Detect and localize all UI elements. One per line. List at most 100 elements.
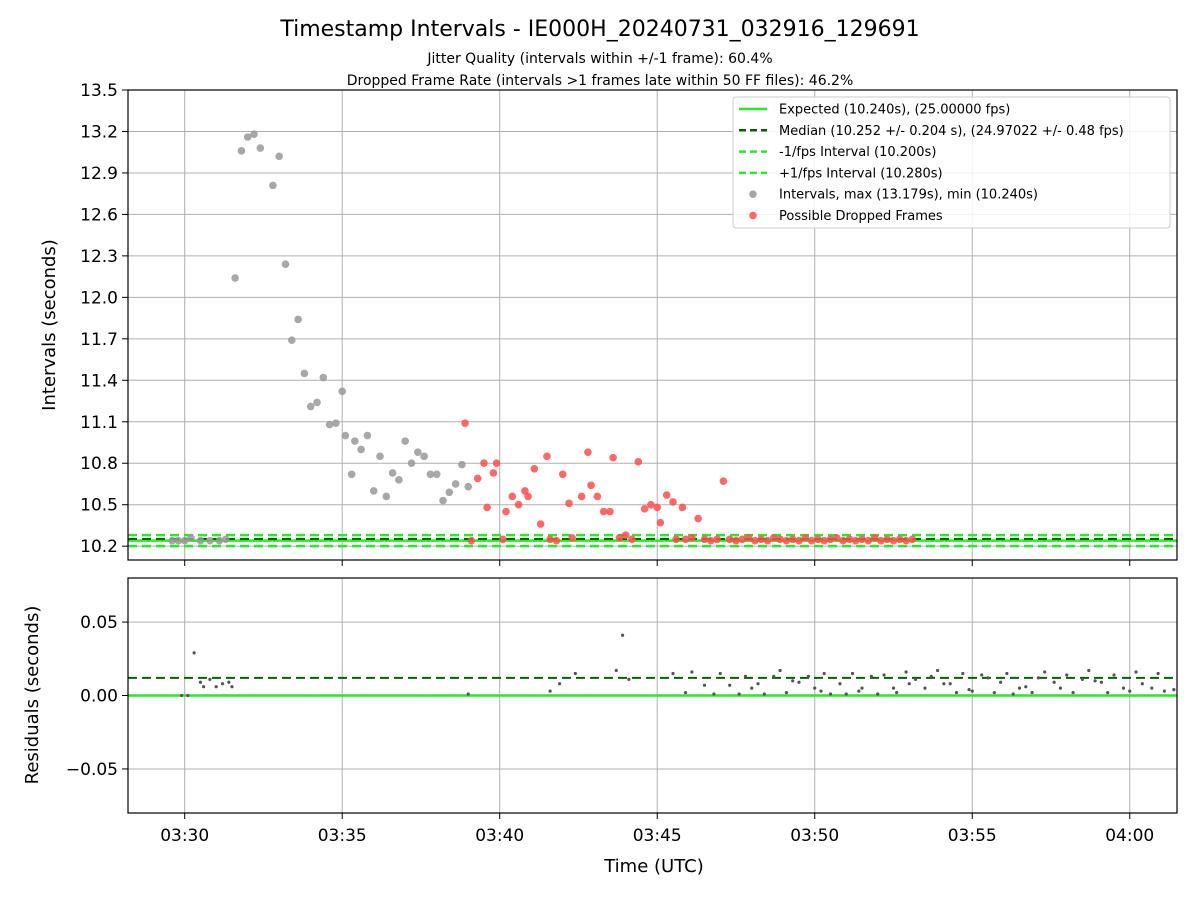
residual-point bbox=[227, 680, 231, 684]
residual-point bbox=[750, 686, 754, 690]
interval-point bbox=[347, 470, 356, 479]
x-tick-label: 03:40 bbox=[475, 826, 524, 846]
dropped-frame-point bbox=[895, 535, 904, 544]
legend-entry-label: Median (10.252 +/- 0.204 s), (24.97022 +… bbox=[779, 124, 1124, 139]
x-tick-label: 03:50 bbox=[790, 826, 839, 846]
residual-point bbox=[737, 692, 741, 696]
dropped-frame-point bbox=[473, 474, 482, 483]
residual-point bbox=[573, 671, 577, 676]
dropped-frame-point bbox=[524, 492, 532, 501]
dropped-frame-point bbox=[776, 535, 784, 544]
residual-point bbox=[557, 682, 562, 686]
residual-point bbox=[690, 670, 694, 674]
residual-point bbox=[1140, 682, 1144, 686]
dropped-frame-point bbox=[769, 534, 778, 542]
dropped-frame-point bbox=[536, 520, 545, 528]
dropped-frame-point bbox=[858, 535, 866, 544]
interval-point bbox=[369, 487, 378, 495]
x-tick-label: 03:45 bbox=[633, 826, 682, 846]
residual-point bbox=[1030, 690, 1034, 695]
residual-point bbox=[620, 633, 625, 637]
dropped-frame-point bbox=[615, 534, 624, 542]
dropped-frame-point bbox=[514, 500, 523, 509]
dropped-frame-point bbox=[694, 514, 702, 523]
residual-point bbox=[702, 683, 707, 687]
dropped-frame-point bbox=[832, 534, 841, 542]
residual-point bbox=[230, 685, 234, 689]
residual-point bbox=[935, 668, 940, 673]
residual-point bbox=[869, 674, 874, 679]
legend-entry-label: Intervals, max (13.179s), min (10.240s) bbox=[779, 188, 1038, 203]
residual-point bbox=[1052, 680, 1056, 684]
legend-entry-label: +1/fps Interval (10.280s) bbox=[779, 166, 943, 181]
residual-point bbox=[1011, 692, 1015, 696]
bottom-y-tick-label: 0.05 bbox=[80, 613, 118, 633]
top-y-tick-label: 11.7 bbox=[80, 330, 118, 350]
interval-point bbox=[269, 181, 277, 190]
dropped-frame-point bbox=[801, 534, 810, 542]
dropped-frame-point bbox=[558, 470, 567, 479]
residual-point bbox=[671, 671, 675, 676]
dropped-frame-point bbox=[499, 535, 507, 544]
residual-point bbox=[1134, 670, 1138, 674]
dropped-frame-point bbox=[599, 507, 608, 516]
residual-point bbox=[1017, 686, 1022, 690]
chart-subtitle-dropped: Dropped Frame Rate (intervals >1 frames … bbox=[347, 73, 854, 89]
interval-point bbox=[180, 536, 189, 545]
dropped-frame-point bbox=[609, 453, 617, 462]
dropped-frame-point bbox=[483, 503, 491, 512]
interval-point bbox=[382, 492, 391, 501]
top-y-tick-label: 12.3 bbox=[80, 247, 118, 267]
residual-point bbox=[998, 680, 1003, 684]
dropped-frame-point bbox=[744, 534, 753, 542]
residual-point bbox=[1112, 673, 1116, 677]
residual-point bbox=[762, 692, 766, 696]
residual-point bbox=[772, 674, 776, 679]
residual-point bbox=[186, 693, 190, 698]
dropped-frame-point bbox=[480, 459, 488, 468]
residual-point bbox=[198, 680, 203, 684]
dropped-frame-point bbox=[864, 536, 873, 545]
residual-point bbox=[822, 671, 826, 676]
legend-marker bbox=[749, 211, 757, 220]
residual-point bbox=[838, 682, 842, 686]
residual-point bbox=[756, 682, 760, 686]
residual-point bbox=[857, 689, 861, 693]
interval-point bbox=[426, 470, 435, 479]
residual-point bbox=[548, 689, 552, 693]
residual-point bbox=[882, 673, 886, 677]
dropped-frame-point bbox=[647, 500, 655, 509]
residual-point bbox=[1156, 671, 1160, 676]
interval-point bbox=[256, 144, 265, 152]
residual-point bbox=[791, 679, 795, 683]
residual-point bbox=[743, 674, 748, 679]
top-y-tick-label: 10.5 bbox=[80, 496, 118, 516]
interval-point bbox=[332, 419, 340, 427]
residual-point bbox=[850, 671, 855, 676]
legend-entry-label: Possible Dropped Frames bbox=[779, 209, 943, 224]
residual-point bbox=[970, 689, 974, 693]
residual-point bbox=[891, 686, 896, 690]
legend-entry-label: -1/fps Interval (10.200s) bbox=[779, 145, 936, 160]
top-y-tick-label: 12.9 bbox=[80, 164, 118, 184]
dropped-frame-point bbox=[587, 481, 595, 490]
residual-point bbox=[806, 674, 811, 679]
residual-point bbox=[712, 692, 716, 696]
residual-point bbox=[904, 670, 908, 674]
bottom-y-tick-label: −0.05 bbox=[66, 760, 118, 780]
residual-point bbox=[220, 682, 225, 686]
dropped-frame-point bbox=[521, 487, 529, 495]
chart-subtitle-jitter: Jitter Quality (intervals within +/-1 fr… bbox=[426, 51, 772, 67]
dropped-frame-point bbox=[826, 535, 835, 544]
plot-frame bbox=[127, 577, 1178, 814]
residual-point bbox=[192, 651, 196, 655]
residual-point bbox=[1162, 689, 1166, 693]
residual-point bbox=[784, 690, 788, 695]
residual-point bbox=[1087, 668, 1091, 673]
interval-point bbox=[294, 315, 302, 324]
dropped-frame-point bbox=[552, 536, 561, 545]
dropped-frame-point bbox=[565, 499, 573, 508]
dropped-frame-point bbox=[634, 458, 643, 466]
residual-point bbox=[614, 668, 618, 673]
